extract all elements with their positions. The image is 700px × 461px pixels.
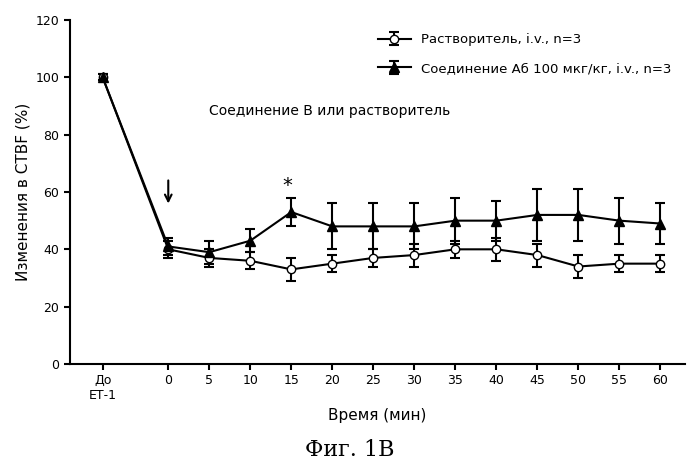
Text: Соединение В или растворитель: Соединение В или растворитель bbox=[209, 104, 451, 118]
Legend: Растворитель, i.v., n=3, Соединение Аб 100 мкг/кг, i.v., n=3: Растворитель, i.v., n=3, Соединение Аб 1… bbox=[371, 27, 678, 82]
X-axis label: Время (мин): Время (мин) bbox=[328, 408, 426, 423]
Text: *: * bbox=[282, 176, 292, 195]
Text: Фиг. 1В: Фиг. 1В bbox=[305, 439, 395, 461]
Y-axis label: Изменения в СТВF (%): Изменения в СТВF (%) bbox=[15, 103, 30, 281]
